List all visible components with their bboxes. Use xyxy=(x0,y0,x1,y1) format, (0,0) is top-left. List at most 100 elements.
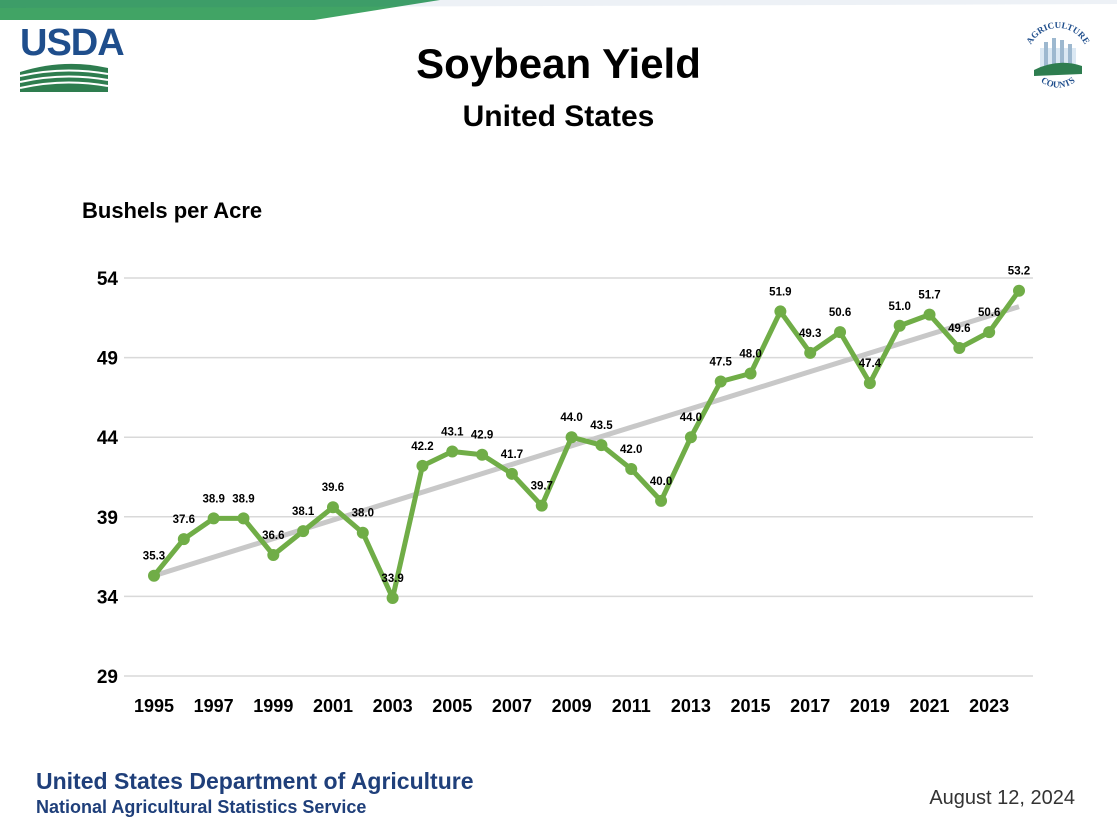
gridlines xyxy=(124,277,1033,677)
x-tick-label: 2017 xyxy=(790,696,830,716)
x-tick-label: 1995 xyxy=(134,696,174,716)
data-label: 43.1 xyxy=(441,427,464,439)
x-tick-label: 2023 xyxy=(969,696,1009,716)
y-tick-label: 54 xyxy=(97,269,119,290)
y-tick-label: 29 xyxy=(97,667,118,688)
data-label: 44.0 xyxy=(560,412,582,424)
data-point xyxy=(207,512,220,525)
data-point xyxy=(148,569,160,582)
data-point xyxy=(714,375,727,388)
data-label: 38.9 xyxy=(202,493,224,505)
footer-service: National Agricultural Statistics Service xyxy=(36,797,367,817)
data-label: 33.9 xyxy=(381,573,403,585)
data-label: 42.2 xyxy=(411,441,433,453)
x-tick-label: 2019 xyxy=(850,696,890,716)
usda-logo-text: USDA xyxy=(20,22,125,64)
data-point xyxy=(804,346,817,359)
data-label: 50.6 xyxy=(829,307,851,319)
data-label: 39.7 xyxy=(531,481,553,493)
data-label: 38.0 xyxy=(352,508,374,520)
svg-text:COUNTS: COUNTS xyxy=(1039,75,1076,90)
data-point xyxy=(655,494,668,507)
data-label: 50.6 xyxy=(978,307,1000,319)
data-label: 36.6 xyxy=(262,530,284,542)
data-point xyxy=(237,512,250,525)
data-label: 51.7 xyxy=(918,290,940,302)
data-label: 41.7 xyxy=(501,449,523,461)
data-label: 47.5 xyxy=(710,356,733,368)
data-label: 51.0 xyxy=(888,301,910,313)
data-point xyxy=(535,499,548,512)
data-label: 44.0 xyxy=(680,412,702,424)
data-point xyxy=(684,431,697,444)
data-label: 51.9 xyxy=(769,286,791,298)
data-point xyxy=(744,367,757,380)
data-point xyxy=(774,305,787,318)
x-tick-label: 2001 xyxy=(313,696,353,716)
footer-date: August 12, 2024 xyxy=(929,787,1075,809)
data-label: 49.3 xyxy=(799,328,821,340)
y-tick-label: 39 xyxy=(97,508,118,529)
data-labels: 35.3 37.6 38.9 38.9 36.6 38.1 39.6 38.0 33.9 42.2… xyxy=(143,266,1030,585)
x-tick-label: 2011 xyxy=(612,696,651,716)
data-point xyxy=(356,526,369,539)
x-tick-label: 2005 xyxy=(432,696,472,716)
footer-department: United States Department of Agriculture xyxy=(36,768,474,794)
data-label: 43.5 xyxy=(590,420,613,432)
x-tick-label: 1997 xyxy=(194,696,234,716)
series-line-yield xyxy=(152,289,1022,601)
data-label: 53.2 xyxy=(1008,266,1030,278)
data-label: 38.9 xyxy=(232,493,254,505)
data-point xyxy=(923,308,936,321)
data-label: 47.4 xyxy=(859,358,882,370)
data-point xyxy=(834,326,847,339)
data-label: 42.0 xyxy=(620,444,642,456)
data-label: 38.1 xyxy=(292,506,315,518)
x-tick-label: 2015 xyxy=(731,696,771,716)
x-tick-label: 2013 xyxy=(671,696,711,716)
data-point xyxy=(297,525,310,538)
data-point xyxy=(625,463,638,476)
data-point xyxy=(1013,284,1025,297)
x-tick-label: 2009 xyxy=(552,696,592,716)
data-point xyxy=(476,448,489,461)
data-point xyxy=(983,326,996,339)
agriculture-counts-logo: AGRICULTURE COUNTS xyxy=(1024,20,1092,90)
badge-bottom-text: COUNTS xyxy=(1039,75,1076,90)
chart-title: Soybean Yield xyxy=(416,40,701,87)
data-label: 37.6 xyxy=(173,514,195,526)
data-label: 35.3 xyxy=(143,551,165,563)
data-point xyxy=(505,467,518,480)
line-chart: 29 34 39 44 49 54 1995 1997 1999 2001 2003 2005 200… xyxy=(97,266,1033,716)
x-axis-ticks: 1995 1997 1999 2001 2003 2005 2007 2009 2011 2013… xyxy=(134,696,1009,716)
data-point xyxy=(893,319,906,332)
data-label: 48.0 xyxy=(739,349,761,361)
data-label: 49.6 xyxy=(948,323,970,335)
chart-subtitle: United States xyxy=(462,100,655,133)
x-tick-label: 1999 xyxy=(253,696,293,716)
y-tick-label: 34 xyxy=(97,587,119,608)
y-axis-label: Bushels per Acre xyxy=(82,198,263,223)
data-point xyxy=(386,591,399,604)
data-label: 42.9 xyxy=(471,430,493,442)
top-decoration xyxy=(0,0,1117,20)
y-tick-label: 49 xyxy=(97,349,118,370)
x-tick-label: 2003 xyxy=(373,696,413,716)
data-point xyxy=(326,501,339,514)
data-label: 39.6 xyxy=(322,482,344,494)
y-tick-label: 44 xyxy=(97,428,119,449)
data-point xyxy=(267,549,280,562)
data-point xyxy=(177,533,190,546)
data-point xyxy=(565,431,578,444)
data-points xyxy=(148,284,1025,604)
data-point xyxy=(595,439,608,452)
usda-logo-icon xyxy=(19,63,109,92)
x-tick-label: 2021 xyxy=(909,696,949,716)
data-label: 40.0 xyxy=(650,476,672,488)
data-point xyxy=(446,445,459,458)
y-axis-ticks: 29 34 39 44 49 54 xyxy=(97,269,119,688)
data-point xyxy=(863,377,876,390)
data-point xyxy=(416,459,429,472)
x-tick-label: 2007 xyxy=(492,696,532,716)
data-point xyxy=(953,342,966,355)
